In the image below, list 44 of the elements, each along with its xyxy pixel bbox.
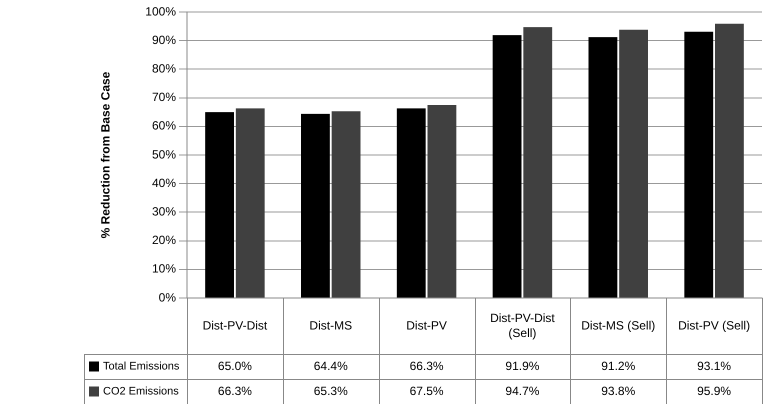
bar: [715, 24, 744, 298]
y-tick-label: 50%: [152, 147, 176, 162]
y-tick-label: 100%: [145, 4, 176, 18]
data-label: 66.3%: [218, 384, 252, 398]
data-label: 95.9%: [697, 384, 732, 398]
y-tick-label: 40%: [152, 176, 176, 190]
y-tick-label: 30%: [152, 204, 176, 219]
y-tick-label: 70%: [152, 90, 176, 104]
data-label: 65.3%: [314, 384, 348, 398]
data-label: 67.5%: [410, 384, 444, 398]
y-axis-title: % Reduction from Base Case: [98, 71, 113, 238]
x-tick-label: Dist-PV-Dist (Sell): [490, 310, 556, 340]
bar: [396, 108, 426, 298]
x-tick-label: Dist-MS (Sell): [581, 318, 656, 332]
x-tick-label: Dist-PV-Dist: [202, 318, 268, 332]
legend-label: Total Emissions: [103, 360, 180, 373]
data-label: 93.1%: [697, 358, 732, 373]
bar: [523, 27, 552, 298]
bar: [588, 37, 618, 298]
x-tick-label: Dist-PV: [406, 318, 447, 332]
data-label: 65.0%: [218, 358, 252, 373]
y-tick-label: 80%: [152, 62, 176, 76]
y-tick-label: 20%: [152, 233, 176, 248]
data-label: 91.9%: [505, 358, 540, 373]
data-label: 91.2%: [601, 358, 636, 373]
data-label: 66.3%: [410, 358, 444, 373]
bar: [301, 114, 330, 298]
legend-label: CO2 Emissions: [103, 386, 180, 398]
bar: [428, 104, 456, 298]
bar: [684, 32, 714, 298]
bar: [619, 30, 648, 298]
y-tick-label: 60%: [152, 118, 176, 133]
y-tick-label: 10%: [152, 262, 176, 276]
bar: [492, 35, 522, 298]
bar: [205, 112, 234, 298]
bar: [236, 108, 265, 298]
data-label: 64.4%: [314, 358, 348, 373]
bar: [332, 111, 360, 298]
x-tick-label: Dist-PV (Sell): [678, 318, 750, 332]
data-label: 94.7%: [505, 384, 540, 398]
x-tick-label: Dist-MS: [309, 318, 352, 332]
y-tick-label: 90%: [152, 32, 176, 47]
data-label: 93.8%: [601, 384, 636, 398]
y-tick-label: 0%: [158, 290, 176, 304]
